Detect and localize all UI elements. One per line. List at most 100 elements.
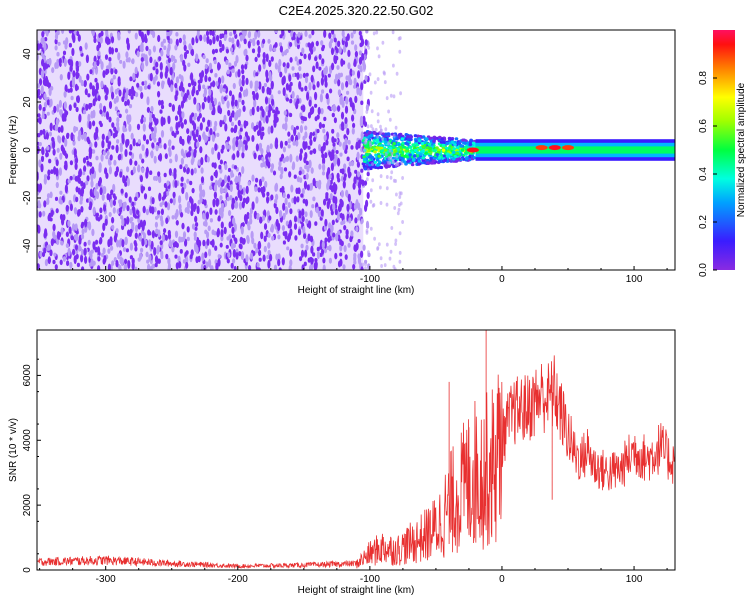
noise-cell bbox=[188, 43, 192, 51]
noise-cell bbox=[392, 63, 395, 68]
noise-cell bbox=[117, 52, 121, 61]
noise-cell bbox=[284, 122, 288, 131]
noise-cell bbox=[254, 56, 258, 63]
noise-cell bbox=[281, 257, 285, 266]
noise-cell bbox=[364, 139, 368, 144]
noise-cell bbox=[290, 184, 294, 193]
noise-cell bbox=[214, 143, 218, 152]
noise-cell bbox=[269, 143, 273, 150]
noise-cell bbox=[92, 241, 96, 250]
noise-cell bbox=[322, 163, 326, 172]
noise-cell bbox=[219, 159, 223, 165]
noise-cell bbox=[273, 202, 277, 209]
noise-cell bbox=[104, 54, 109, 60]
noise-cell bbox=[140, 118, 144, 124]
noise-cell bbox=[333, 117, 337, 124]
noise-cell bbox=[311, 30, 315, 36]
signal-cell bbox=[392, 142, 396, 146]
noise-cell bbox=[363, 45, 367, 50]
noise-cell bbox=[345, 75, 349, 81]
noise-cell bbox=[182, 236, 186, 242]
signal-cell bbox=[402, 145, 407, 149]
noise-cell bbox=[357, 253, 361, 260]
noise-cell bbox=[67, 247, 71, 257]
noise-cell bbox=[310, 167, 314, 174]
noise-cell bbox=[145, 251, 149, 258]
noise-cell bbox=[370, 109, 374, 114]
signal-cell bbox=[412, 154, 417, 158]
noise-cell bbox=[209, 104, 213, 111]
noise-cell bbox=[398, 49, 402, 54]
noise-cell bbox=[95, 182, 99, 190]
noise-cell bbox=[185, 191, 189, 201]
noise-cell bbox=[265, 115, 269, 124]
noise-cell bbox=[107, 263, 111, 270]
noise-cell bbox=[349, 68, 353, 77]
noise-cell bbox=[151, 230, 155, 239]
noise-cell bbox=[120, 257, 124, 267]
noise-cell bbox=[98, 166, 102, 173]
noise-cell bbox=[347, 242, 351, 248]
noise-cell bbox=[155, 144, 159, 152]
noise-cell bbox=[129, 144, 133, 151]
noise-cell bbox=[94, 141, 98, 148]
noise-cell bbox=[333, 106, 337, 112]
noise-cell bbox=[228, 62, 232, 68]
signal-cell bbox=[368, 130, 372, 134]
noise-cell bbox=[58, 99, 63, 108]
noise-cell bbox=[74, 208, 78, 215]
noise-cell bbox=[237, 189, 241, 199]
noise-cell bbox=[308, 220, 312, 229]
noise-cell bbox=[345, 80, 349, 88]
noise-cell bbox=[214, 120, 218, 128]
noise-cell bbox=[369, 90, 373, 95]
noise-cell bbox=[44, 259, 49, 267]
colorbar: 0.00.20.40.60.8 Normalized spectral ampl… bbox=[698, 30, 747, 277]
noise-cell bbox=[82, 171, 86, 176]
noise-cell bbox=[106, 150, 110, 156]
noise-cell bbox=[317, 183, 322, 190]
noise-cell bbox=[61, 135, 65, 143]
noise-cell bbox=[221, 75, 225, 84]
noise-cell bbox=[165, 191, 170, 196]
noise-cell bbox=[47, 169, 51, 176]
noise-cell bbox=[108, 116, 112, 123]
noise-cell bbox=[202, 189, 206, 198]
noise-cell bbox=[337, 157, 341, 167]
noise-cell bbox=[95, 82, 99, 88]
signal-cell bbox=[450, 140, 455, 144]
noise-cell bbox=[367, 168, 370, 173]
noise-cell bbox=[124, 149, 128, 157]
noise-cell bbox=[70, 132, 74, 141]
noise-cell bbox=[49, 191, 53, 199]
noise-cell bbox=[122, 206, 126, 212]
noise-cell bbox=[226, 196, 230, 202]
noise-cell bbox=[282, 212, 286, 218]
noise-cell bbox=[347, 139, 351, 145]
noise-cell bbox=[278, 160, 282, 167]
noise-cell bbox=[97, 265, 101, 270]
noise-cell bbox=[342, 264, 346, 270]
noise-cell bbox=[331, 219, 335, 226]
noise-cell bbox=[105, 172, 109, 179]
noise-cell bbox=[390, 170, 394, 175]
noise-cell bbox=[214, 73, 218, 78]
noise-cell bbox=[221, 189, 225, 193]
noise-cell bbox=[118, 239, 122, 248]
noise-cell bbox=[102, 150, 106, 156]
noise-cell bbox=[212, 106, 216, 116]
signal-cell bbox=[383, 137, 387, 141]
noise-cell bbox=[290, 30, 294, 38]
noise-cell bbox=[304, 30, 308, 37]
noise-cell bbox=[112, 199, 116, 206]
noise-cell bbox=[322, 156, 326, 166]
noise-cell bbox=[316, 246, 320, 252]
noise-cell bbox=[40, 155, 45, 162]
noise-cell bbox=[132, 138, 136, 147]
noise-cell bbox=[367, 45, 371, 50]
noise-cell bbox=[344, 137, 348, 146]
noise-cell bbox=[345, 189, 349, 198]
noise-cell bbox=[141, 144, 145, 152]
noise-cell bbox=[62, 147, 66, 155]
noise-cell bbox=[262, 185, 266, 193]
